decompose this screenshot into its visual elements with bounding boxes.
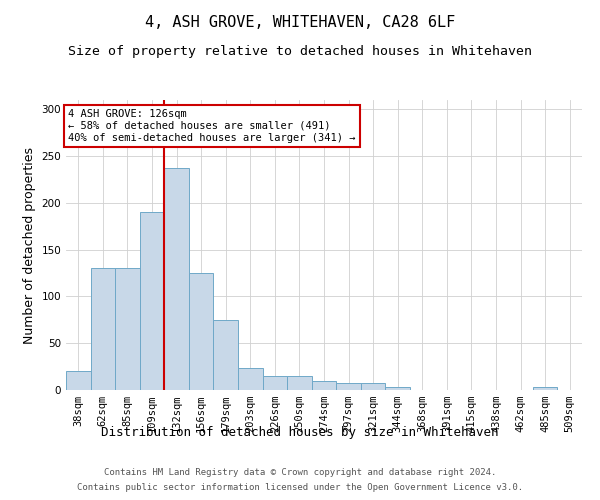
Bar [214,320,238,390]
Bar [189,273,214,390]
Bar [164,168,189,390]
Bar [115,268,140,390]
Bar [361,384,385,390]
Bar [91,268,115,390]
Text: Contains HM Land Registry data © Crown copyright and database right 2024.: Contains HM Land Registry data © Crown c… [104,468,496,477]
Bar [312,380,336,390]
Text: Size of property relative to detached houses in Whitehaven: Size of property relative to detached ho… [68,45,532,58]
Text: Distribution of detached houses by size in Whitehaven: Distribution of detached houses by size … [101,426,499,439]
Y-axis label: Number of detached properties: Number of detached properties [23,146,36,344]
Text: Contains public sector information licensed under the Open Government Licence v3: Contains public sector information licen… [77,483,523,492]
Bar [287,376,312,390]
Bar [238,368,263,390]
Bar [385,387,410,390]
Bar [263,376,287,390]
Bar [66,372,91,390]
Text: 4 ASH GROVE: 126sqm
← 58% of detached houses are smaller (491)
40% of semi-detac: 4 ASH GROVE: 126sqm ← 58% of detached ho… [68,110,356,142]
Bar [336,384,361,390]
Text: 4, ASH GROVE, WHITEHAVEN, CA28 6LF: 4, ASH GROVE, WHITEHAVEN, CA28 6LF [145,15,455,30]
Bar [533,387,557,390]
Bar [140,212,164,390]
